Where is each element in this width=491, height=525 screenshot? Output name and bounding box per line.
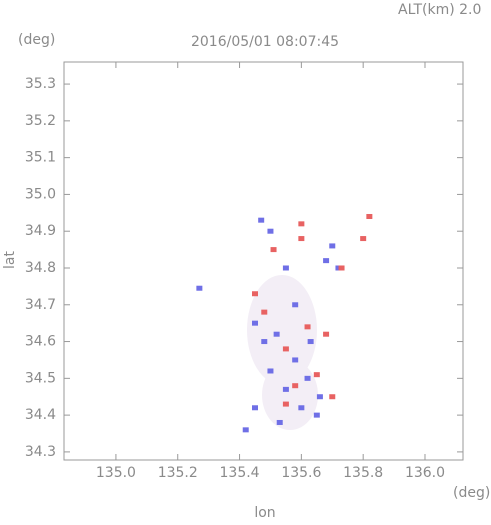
echo-point [292,357,299,363]
y-tick-label: 34.3 [25,444,56,460]
y-tick-label: 34.8 [25,260,56,276]
x-tick-label: 135.0 [96,465,136,481]
echo-point [273,331,280,337]
echo-point [323,258,330,264]
echo-point [252,405,259,411]
echo-point [304,375,311,381]
echo-haze [262,360,318,430]
chart-title: 2016/05/01 08:07:45 [191,34,339,50]
echo-point [276,419,283,425]
echo-point [261,339,268,345]
echo-point [258,217,265,223]
echo-point [282,265,289,271]
echo-point [196,285,203,291]
y-tick-label: 35.0 [25,186,56,202]
echo-point [329,394,336,400]
chart-subtitle: ALT(km) 2.0 [398,2,481,18]
echo-point [335,265,342,271]
echo-point [282,346,289,352]
x-label: lon [254,505,275,521]
echo-point [252,320,259,326]
x-tick-label: 135.2 [158,465,198,481]
x-tick-label: 136.0 [405,465,445,481]
echo-point [316,394,323,400]
echo-point [252,291,259,297]
x-tick-label: 135.4 [220,465,260,481]
echo-point [338,265,345,271]
echo-point [267,228,274,234]
echo-point [360,236,367,242]
echo-point [307,339,314,345]
x-tick-label: 135.6 [281,465,321,481]
echo-point [242,427,249,433]
echo-point [304,324,311,330]
y-tick-label: 34.6 [25,334,56,350]
y-tick-label: 34.7 [25,297,56,313]
echo-point [298,221,305,227]
echo-point [282,386,289,392]
y-tick-label: 35.1 [25,150,56,166]
y-label: lat [2,251,18,269]
echo-point [329,243,336,249]
x-tick-label: 135.8 [343,465,383,481]
echo-point [270,247,277,253]
echo-point [292,383,299,389]
echo-haze [247,275,317,385]
echo-point [313,372,320,378]
echo-point [267,368,274,374]
echo-point [366,213,373,219]
x-unit: (deg) [453,485,490,501]
echo-point [282,401,289,407]
plot-frame [63,61,464,461]
y-unit: (deg) [18,32,55,48]
echo-point [298,405,305,411]
echo-point [261,309,268,315]
y-tick-label: 35.2 [25,113,56,129]
echo-point [313,412,320,418]
y-tick-label: 34.4 [25,407,56,423]
y-tick-label: 34.9 [25,223,56,239]
y-tick-label: 35.3 [25,76,56,92]
echo-point [323,331,330,337]
echo-point [298,236,305,242]
y-tick-label: 34.5 [25,370,56,386]
echo-point [292,302,299,308]
